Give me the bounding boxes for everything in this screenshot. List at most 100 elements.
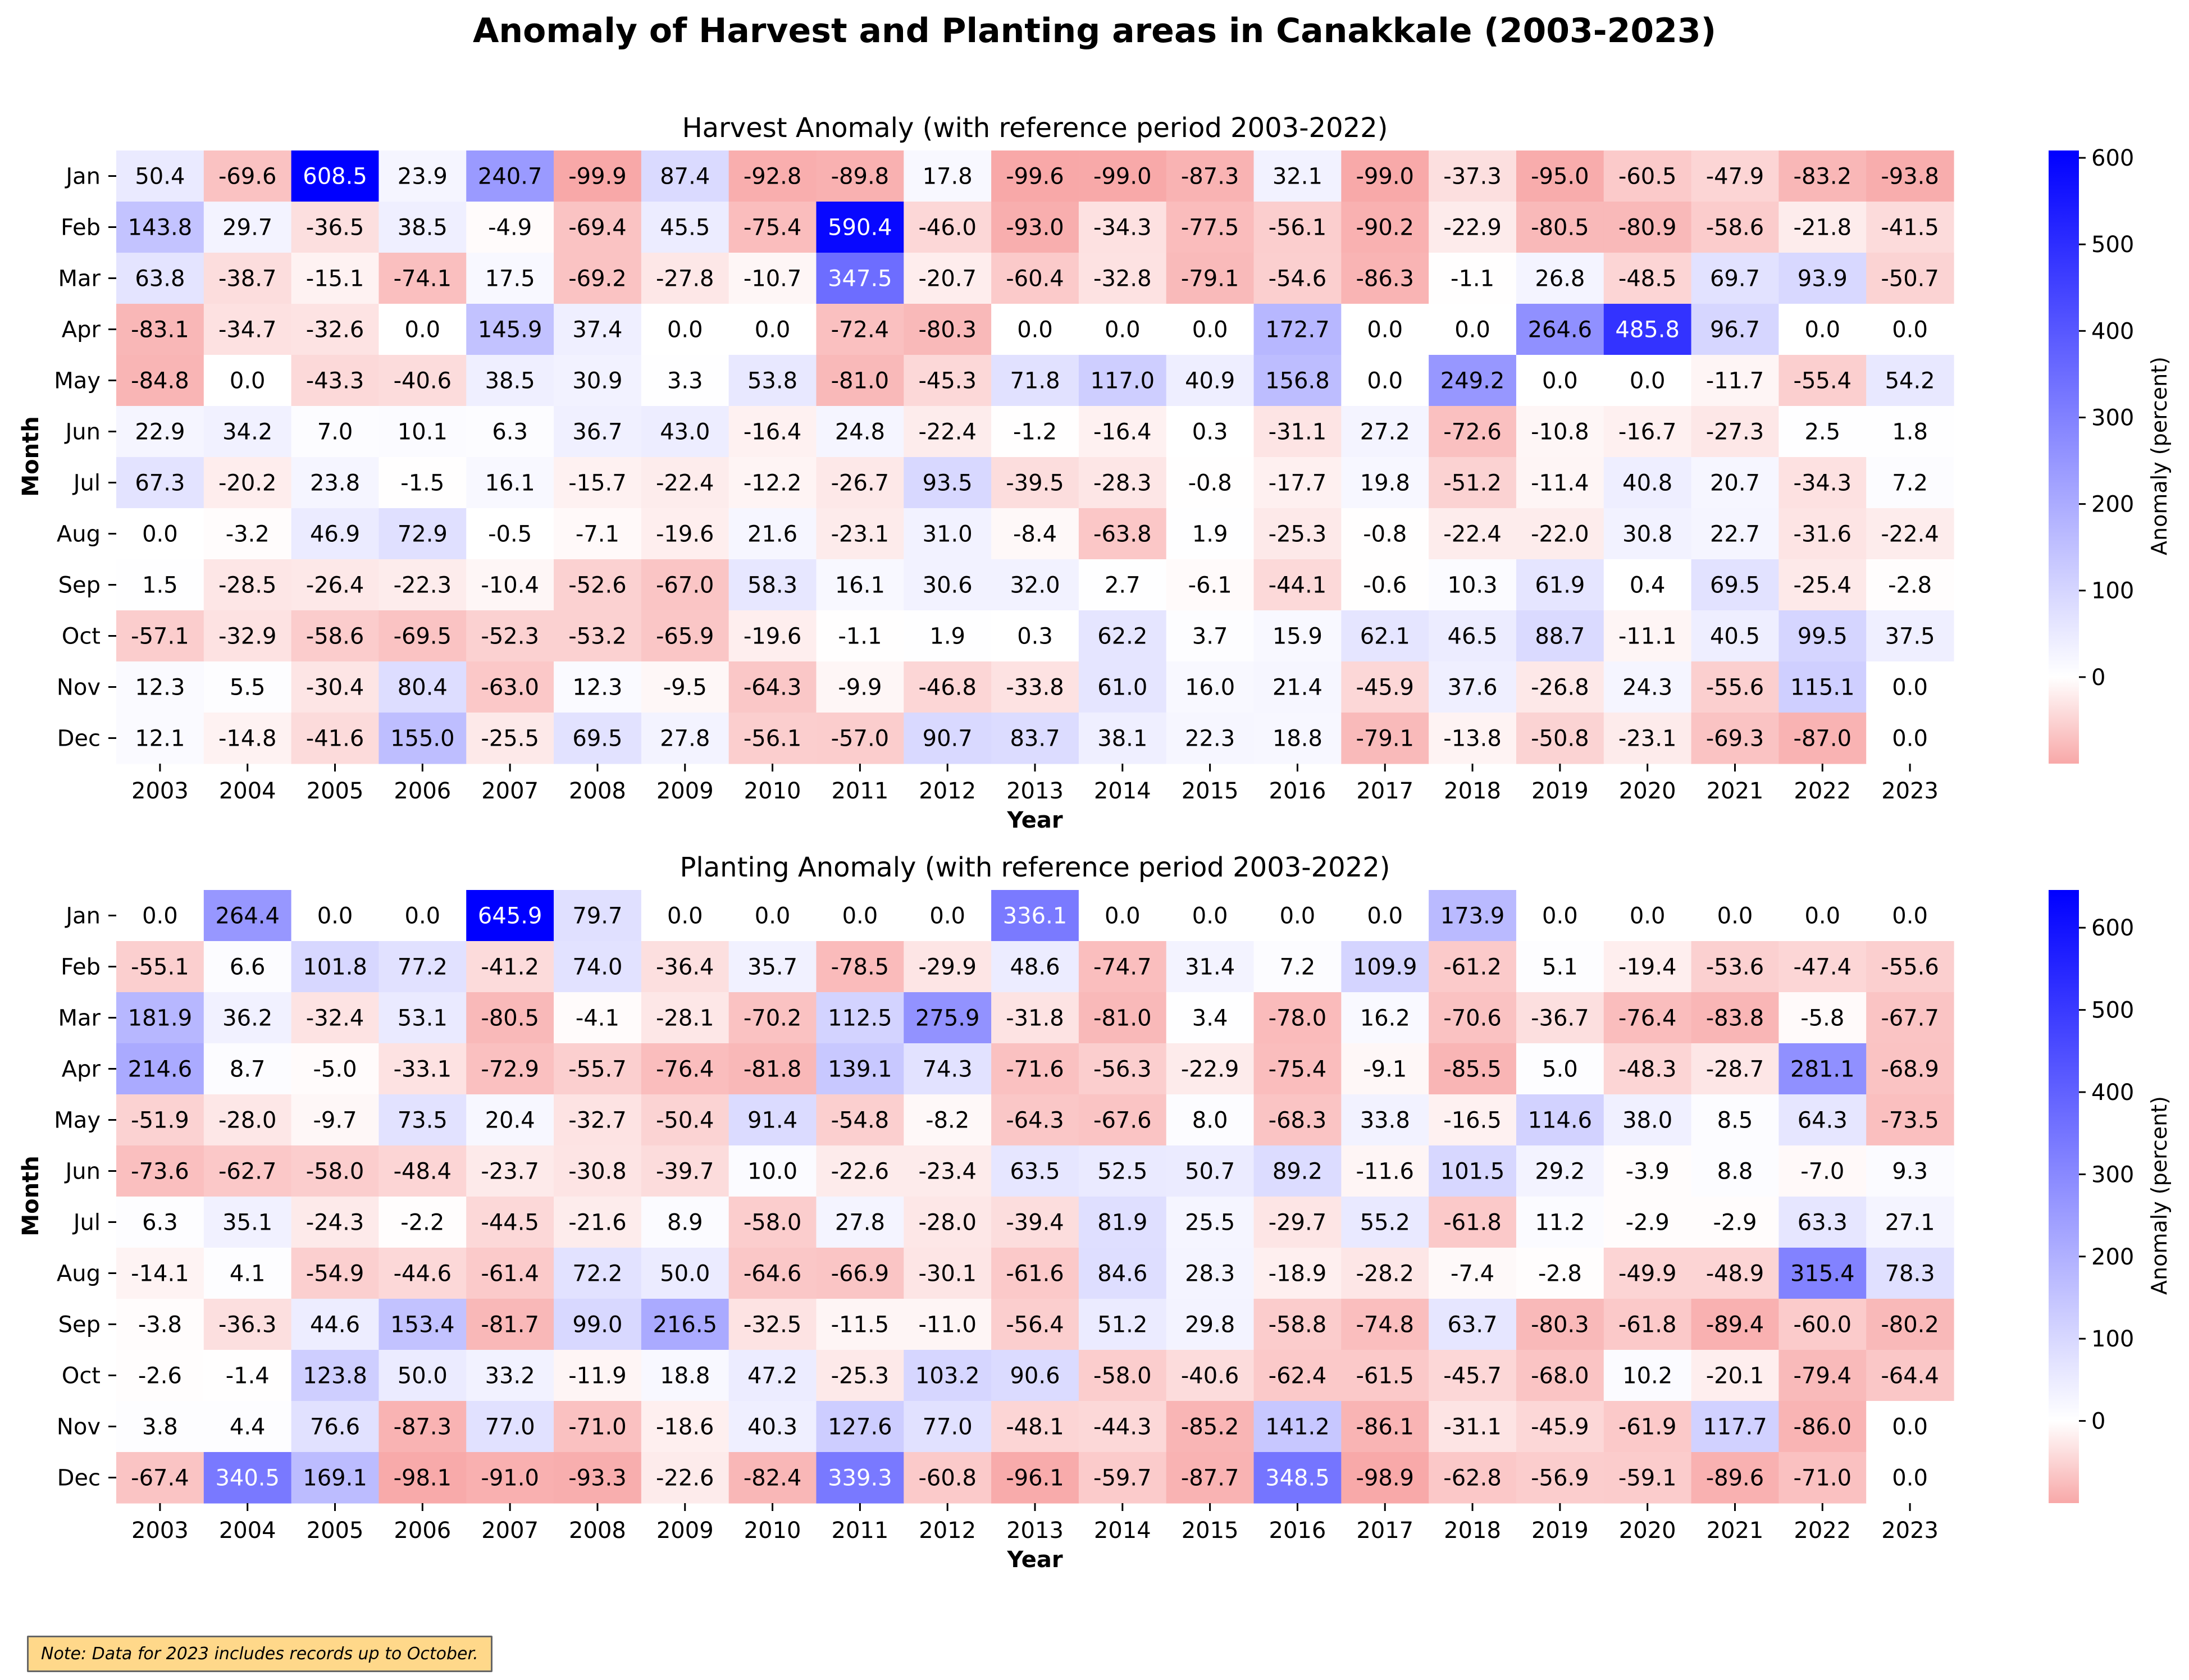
heatmap-cell [991, 713, 1079, 764]
cell-value-label: 0.3 [1192, 419, 1228, 445]
cell-value-label: -17.7 [1269, 471, 1327, 496]
cell-value-label: -99.9 [568, 164, 627, 190]
heatmap-cell [1603, 406, 1692, 458]
heatmap-cell [203, 610, 292, 662]
heatmap-cell [1078, 1197, 1167, 1248]
heatmap-cell [378, 1299, 467, 1350]
heatmap-cell [1253, 508, 1342, 560]
cell-value-label: -55.1 [131, 955, 189, 980]
heatmap-cell [1691, 1248, 1779, 1299]
cell-value-label: -70.2 [744, 1006, 802, 1031]
cell-value-label: 31.4 [1185, 955, 1235, 980]
heatmap-cell [904, 1350, 992, 1401]
cell-value-label: -86.0 [1794, 1414, 1852, 1440]
heatmap-cell [554, 508, 642, 560]
cell-value-label: -9.5 [663, 675, 707, 701]
cell-value-label: -67.6 [1093, 1108, 1152, 1134]
cell-value-label: -9.9 [838, 675, 882, 701]
cell-value-label: -81.0 [1093, 1006, 1152, 1031]
heatmap-cell [378, 713, 467, 764]
cell-value-label: 29.8 [1185, 1312, 1235, 1338]
cell-value-label: 31.0 [923, 522, 973, 547]
cell-value-label: 28.3 [1185, 1261, 1235, 1287]
x-tick-label: 2023 [1881, 778, 1939, 804]
cell-value-label: 10.3 [1448, 573, 1498, 599]
cell-value-label: 50.7 [1185, 1159, 1235, 1185]
heatmap-cell [1603, 941, 1692, 993]
heatmap-cell [1253, 1043, 1342, 1095]
heatmap-cell [904, 1248, 992, 1299]
cell-value-label: -21.6 [568, 1210, 627, 1236]
heatmap-cell [554, 661, 642, 713]
colorbar-tick-label: 500 [2091, 998, 2134, 1024]
heatmap-cell [1866, 559, 1954, 611]
heatmap-cell [203, 1299, 292, 1350]
heatmap-cell [554, 610, 642, 662]
heatmap-cell [291, 1299, 380, 1350]
heatmap-cell [466, 1094, 554, 1146]
x-tick-label: 2007 [481, 778, 539, 804]
heatmap-cell [1166, 559, 1255, 611]
cell-value-label: 0.0 [1804, 317, 1840, 343]
heatmap-cell [1603, 1401, 1692, 1453]
cell-value-label: -32.7 [568, 1108, 627, 1134]
heatmap-cell [728, 1197, 817, 1248]
cell-value-label: 32.1 [1273, 164, 1322, 190]
cell-value-label: 16.1 [485, 471, 535, 496]
cell-value-label: 12.3 [572, 675, 622, 701]
cell-value-label: -89.8 [831, 164, 890, 190]
heatmap-cell [1603, 355, 1692, 407]
cell-value-label: 240.7 [478, 164, 542, 190]
x-tick-label: 2020 [1619, 778, 1676, 804]
cell-value-label: 1.8 [1892, 419, 1928, 445]
cell-value-label: -28.0 [918, 1210, 977, 1236]
heatmap-cell [116, 890, 204, 942]
heatmap-cell [904, 1299, 992, 1350]
y-tick-label: Mar [58, 266, 101, 292]
heatmap-cell [991, 610, 1079, 662]
cell-value-label: -50.4 [656, 1108, 714, 1134]
cell-value-label: -52.6 [568, 573, 627, 599]
heatmap-cell [991, 1094, 1079, 1146]
heatmap-cell [728, 406, 817, 458]
cell-value-label: 64.3 [1798, 1108, 1848, 1134]
heatmap-cell [991, 202, 1079, 253]
cell-value-label: 37.4 [572, 317, 622, 343]
heatmap-cell [1078, 1145, 1167, 1197]
cell-value-label: -39.4 [1006, 1210, 1064, 1236]
heatmap-cell [991, 406, 1079, 458]
cell-value-label: 0.0 [667, 903, 703, 929]
heatmap-cell [203, 253, 292, 304]
cell-value-label: -37.3 [1443, 164, 1502, 190]
cell-value-label: 0.0 [1717, 903, 1753, 929]
heatmap-cell [991, 1401, 1079, 1453]
heatmap-cell [816, 992, 904, 1044]
cell-value-label: -85.5 [1443, 1057, 1502, 1083]
cell-value-label: -63.8 [1093, 522, 1152, 547]
heatmap-cell [466, 304, 554, 355]
y-tick-label: Jul [72, 1210, 101, 1236]
cell-value-label: -7.4 [1451, 1261, 1494, 1287]
heatmap-cell [728, 355, 817, 407]
heatmap-cell [378, 150, 467, 202]
heatmap-cell [1778, 508, 1867, 560]
heatmap-cell [116, 1350, 204, 1401]
cell-value-label: 141.2 [1265, 1414, 1330, 1440]
cell-value-label: -98.9 [1356, 1466, 1414, 1491]
cell-value-label: 0.0 [755, 903, 791, 929]
heatmap-cell [203, 890, 292, 942]
cell-value-label: -80.9 [1618, 215, 1677, 241]
cell-value-label: 1.9 [1192, 522, 1228, 547]
cell-value-label: 24.3 [1622, 675, 1672, 701]
cell-value-label: 347.5 [828, 266, 892, 292]
heatmap-cell [1866, 1248, 1954, 1299]
cell-value-label: -79.1 [1181, 266, 1239, 292]
harvest-heatmap: 50.4 -69.6 608.5 23.9 240.7 -99.9 87.4 -92.8 -89… [54, 145, 2134, 804]
y-tick-label: Oct [62, 1363, 101, 1389]
heatmap-cell [1078, 150, 1167, 202]
cell-value-label: -79.1 [1356, 726, 1414, 752]
cell-value-label: 38.1 [1097, 726, 1147, 752]
cell-value-label: 8.9 [667, 1210, 703, 1236]
cell-value-label: -69.2 [568, 266, 627, 292]
heatmap-cell [1778, 1452, 1867, 1504]
